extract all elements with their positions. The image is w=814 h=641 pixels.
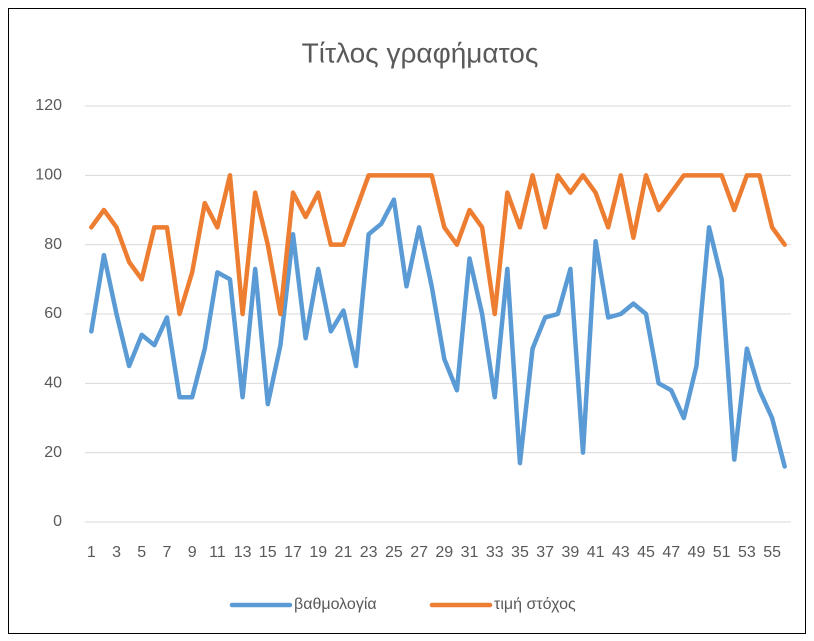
y-tick-label: 60 [44, 305, 62, 322]
x-tick-label: 41 [587, 544, 605, 561]
x-tick-label: 7 [162, 544, 171, 561]
x-tick-label: 19 [309, 544, 327, 561]
x-tick-label: 33 [486, 544, 504, 561]
series-line [89, 173, 787, 317]
x-tick-label: 53 [738, 544, 756, 561]
y-tick-label: 20 [44, 444, 62, 461]
legend-label: βαθμολογία [294, 596, 377, 613]
x-tick-label: 27 [410, 544, 428, 561]
x-tick-label: 21 [335, 544, 353, 561]
y-tick-label: 0 [53, 513, 62, 530]
chart-title: Τίτλος γραφήματος [302, 37, 539, 68]
y-tick-label: 120 [35, 97, 62, 114]
y-tick-label: 80 [44, 236, 62, 253]
x-tick-label: 1 [87, 544, 96, 561]
x-tick-label: 11 [209, 544, 226, 561]
series-line [89, 197, 787, 469]
x-tick-label: 25 [385, 544, 403, 561]
x-tick-label: 5 [137, 544, 146, 561]
x-tick-label: 51 [713, 544, 731, 561]
x-tick-label: 29 [435, 544, 453, 561]
x-tick-label: 49 [688, 544, 706, 561]
x-tick-label: 35 [511, 544, 529, 561]
x-tick-label: 3 [112, 544, 121, 561]
x-tick-label: 39 [561, 544, 579, 561]
x-tick-label: 47 [662, 544, 680, 561]
x-tick-label: 9 [188, 544, 197, 561]
x-tick-label: 43 [612, 544, 630, 561]
chart-border [8, 8, 806, 634]
x-tick-label: 45 [637, 544, 655, 561]
x-tick-label: 23 [360, 544, 378, 561]
x-tick-label: 37 [536, 544, 554, 561]
x-tick-label: 31 [461, 544, 479, 561]
x-tick-label: 15 [259, 544, 277, 561]
y-tick-label: 100 [35, 167, 62, 184]
y-tick-label: 40 [44, 375, 62, 392]
x-tick-label: 13 [234, 544, 252, 561]
x-tick-label: 55 [763, 544, 781, 561]
x-tick-label: 17 [284, 544, 302, 561]
legend-label: τιμή στόχος [494, 596, 576, 613]
